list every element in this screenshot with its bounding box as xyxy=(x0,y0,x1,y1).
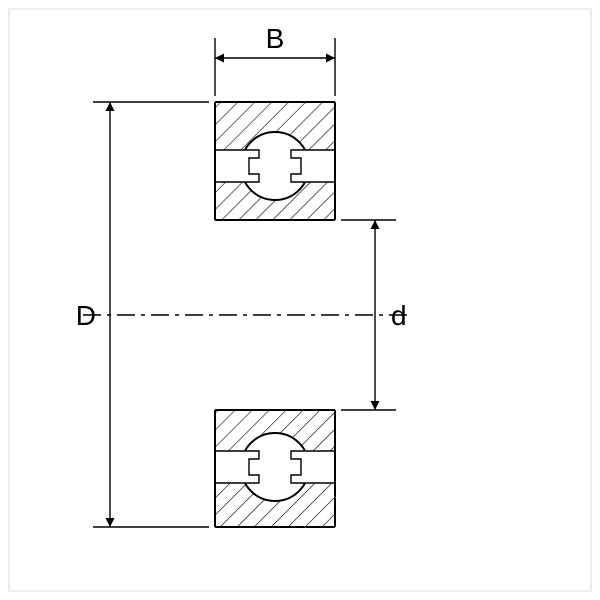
bottom-half xyxy=(215,410,335,527)
ball xyxy=(241,433,309,501)
label-B: B xyxy=(266,23,285,54)
label-d: d xyxy=(391,300,407,331)
top-half xyxy=(215,102,335,220)
ball xyxy=(241,132,309,200)
label-D: D xyxy=(76,300,96,331)
